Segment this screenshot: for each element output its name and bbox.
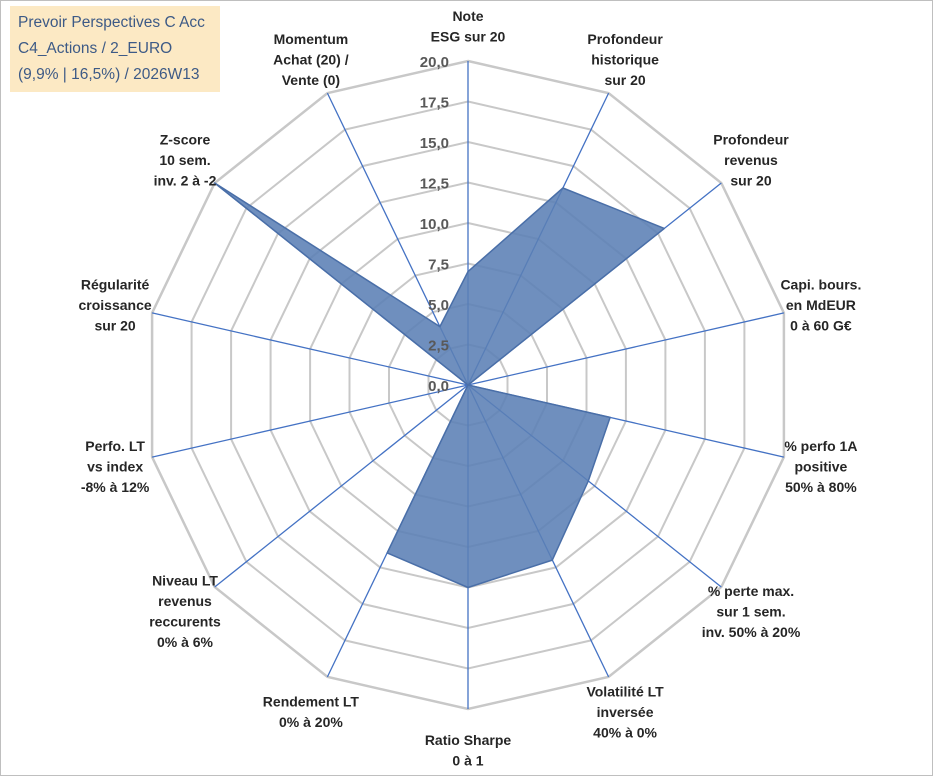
axis-label-line: Perfo. LT xyxy=(85,438,145,454)
axis-label-line: ESG sur 20 xyxy=(431,29,506,45)
axis-label-line: 0 à 1 xyxy=(452,753,483,769)
axis-label-line: -8% à 12% xyxy=(81,479,150,495)
axis-label-7: Volatilité LT inversée 40% à 0% xyxy=(586,683,664,740)
axis-label-line: sur 20 xyxy=(730,173,771,189)
axis-label-line: sur 20 xyxy=(604,72,645,88)
axis-label-line: sur 1 sem. xyxy=(716,604,785,620)
axis-label-8: Ratio Sharpe 0 à 1 xyxy=(425,732,512,769)
axis-label-line: 50% à 80% xyxy=(785,479,857,495)
tick-label: 0,0 xyxy=(428,378,449,395)
axis-label-12: Régularité croissance sur 20 xyxy=(79,277,152,334)
fund-name: Prevoir Perspectives C Acc xyxy=(18,14,205,31)
axis-label-line: inv. 50% à 20% xyxy=(702,624,801,640)
tick-label: 20,0 xyxy=(420,54,449,71)
axis-label-line: % perte max. xyxy=(708,583,794,599)
axis-label-line: % perfo 1A xyxy=(784,438,857,454)
axis-label-11: Perfo. LT vs index -8% à 12% xyxy=(81,438,150,495)
axis-label-line: Ratio Sharpe xyxy=(425,732,512,748)
axis-label-4: Capi. bours. en MdEUR 0 à 60 G€ xyxy=(780,277,861,334)
axis-label-line: positive xyxy=(794,458,847,474)
axis-labels: Note ESG sur 20 Profondeur historique sur 20… xyxy=(79,8,862,769)
axis-label-line: 40% à 0% xyxy=(593,724,657,740)
axis-label-line: Capi. bours. xyxy=(780,277,861,293)
tick-label: 7,5 xyxy=(428,257,449,274)
axis-label-line: reccurents xyxy=(149,614,221,630)
spoke-10 xyxy=(214,384,469,588)
axis-label-line: revenus xyxy=(724,152,778,168)
axis-label-line: Achat (20) / xyxy=(273,52,349,68)
axis-label-line: inv. 2 à -2 xyxy=(154,173,217,189)
axis-label-line: historique xyxy=(591,52,659,68)
axis-label-5: % perfo 1A positive 50% à 80% xyxy=(784,438,857,495)
fund-category: C4_Actions / 2_EURO xyxy=(18,40,173,57)
radial-tick-labels: 0,0 2,5 5,0 7,5 10,0 12,5 15,0 17,5 20,0 xyxy=(420,54,449,395)
axis-label-10: Niveau LT revenus reccurents 0% à 6% xyxy=(149,573,221,651)
spoke-12 xyxy=(151,312,469,386)
axis-label-2: Profondeur historique sur 20 xyxy=(587,31,663,88)
axis-label-line: inversée xyxy=(597,704,654,720)
tick-label: 2,5 xyxy=(428,338,449,355)
axis-label-line: 0% à 6% xyxy=(157,634,214,650)
tick-label: 12,5 xyxy=(420,176,449,193)
spoke-11 xyxy=(151,384,469,458)
tick-label: 10,0 xyxy=(420,216,449,233)
axis-label-line: Momentum xyxy=(274,31,349,47)
axis-label-line: Volatilité LT xyxy=(586,683,664,699)
axis-label-line: croissance xyxy=(79,297,152,313)
tick-label: 17,5 xyxy=(420,95,449,112)
axis-label-line: Régularité xyxy=(81,277,150,293)
axis-label-line: Rendement LT xyxy=(263,694,360,710)
axis-label-9: Rendement LT 0% à 20% xyxy=(263,694,360,731)
axis-label-1: Note ESG sur 20 xyxy=(431,8,506,45)
fund-info-box: Prevoir Perspectives C Acc C4_Actions / … xyxy=(10,6,220,92)
axis-label-line: Note xyxy=(452,8,483,24)
axis-label-6: % perte max. sur 1 sem. inv. 50% à 20% xyxy=(702,583,801,640)
axis-label-13: Z-score 10 sem. inv. 2 à -2 xyxy=(154,132,217,189)
axis-label-3: Profondeur revenus sur 20 xyxy=(713,132,789,189)
axis-label-line: en MdEUR xyxy=(786,297,856,313)
axis-label-line: Z-score xyxy=(160,132,211,148)
axis-label-line: Profondeur xyxy=(587,31,663,47)
axis-label-line: Vente (0) xyxy=(282,72,340,88)
axis-label-14: Momentum Achat (20) / Vente (0) xyxy=(273,31,349,88)
axis-label-line: revenus xyxy=(158,593,212,609)
fund-stats: (9,9% | 16,5%) / 2026W13 xyxy=(18,66,200,83)
axis-label-line: 0% à 20% xyxy=(279,714,343,730)
spoke-4 xyxy=(467,312,785,386)
axis-label-line: 10 sem. xyxy=(159,152,210,168)
tick-label: 5,0 xyxy=(428,297,449,314)
axis-label-line: vs index xyxy=(87,458,143,474)
tick-label: 15,0 xyxy=(420,135,449,152)
axis-label-line: Profondeur xyxy=(713,132,789,148)
axis-label-line: sur 20 xyxy=(94,318,135,334)
radar-series xyxy=(213,182,666,589)
axis-label-line: 0 à 60 G€ xyxy=(790,318,852,334)
axis-label-line: Niveau LT xyxy=(152,573,218,589)
